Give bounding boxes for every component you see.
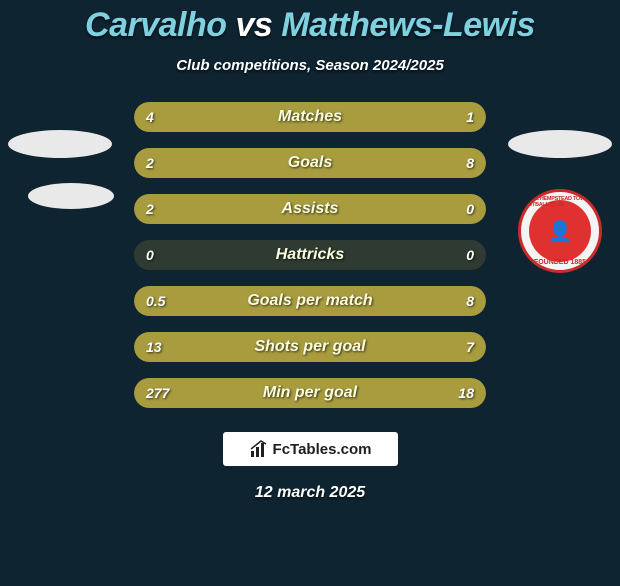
stat-value-right: 8 [466, 148, 474, 178]
player1-club-placeholder [28, 183, 114, 209]
badge-bottom-text: FOUNDED 1885 [534, 259, 586, 266]
brand-chart-icon [249, 439, 269, 459]
stat-row: 2Goals8 [134, 148, 486, 178]
brand-text: FcTables.com [273, 441, 372, 458]
stat-row: 4Matches1 [134, 102, 486, 132]
brand-box: FcTables.com [223, 432, 398, 466]
stat-label: Goals [134, 148, 486, 178]
comparison-title: Carvalho vs Matthews-Lewis [0, 6, 620, 45]
stat-label: Assists [134, 194, 486, 224]
footer-date: 12 march 2025 [0, 484, 620, 502]
player2-club-badge: HEMEL HEMPSTEAD TOWN FOOTBALL CLUB 👤 FOU… [518, 189, 602, 273]
stat-value-right: 1 [466, 102, 474, 132]
player1-name: Carvalho [85, 6, 227, 44]
stat-label: Goals per match [134, 286, 486, 316]
stat-row: 2Assists0 [134, 194, 486, 224]
stat-value-right: 8 [466, 286, 474, 316]
stat-value-right: 0 [466, 194, 474, 224]
subtitle: Club competitions, Season 2024/2025 [0, 57, 620, 74]
player2-avatar-placeholder [508, 130, 612, 158]
stat-value-right: 7 [466, 332, 474, 362]
stat-label: Matches [134, 102, 486, 132]
stat-label: Shots per goal [134, 332, 486, 362]
stat-row: 13Shots per goal7 [134, 332, 486, 362]
stat-row: 277Min per goal18 [134, 378, 486, 408]
player2-name: Matthews-Lewis [281, 6, 535, 44]
stat-row: 0Hattricks0 [134, 240, 486, 270]
stat-value-right: 18 [458, 378, 474, 408]
stat-row: 0.5Goals per match8 [134, 286, 486, 316]
badge-inner-icon: 👤 [529, 200, 591, 262]
vs-text: vs [235, 6, 272, 44]
stat-value-right: 0 [466, 240, 474, 270]
stat-label: Hattricks [134, 240, 486, 270]
stat-label: Min per goal [134, 378, 486, 408]
player1-avatar-placeholder [8, 130, 112, 158]
badge-top-text: HEMEL HEMPSTEAD TOWN FOOTBALL CLUB [521, 196, 599, 208]
